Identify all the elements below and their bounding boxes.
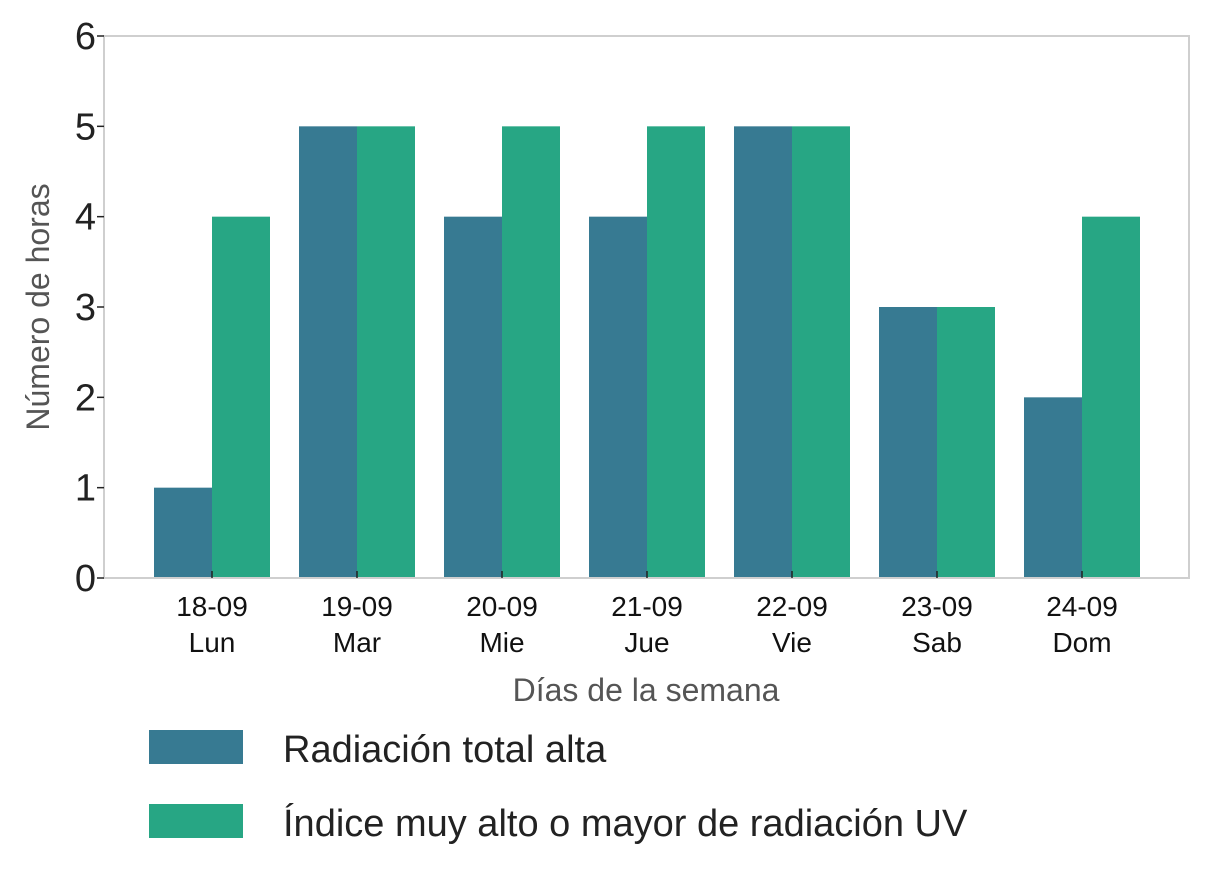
bars-layer	[154, 126, 1140, 578]
legend-swatch-1	[149, 730, 243, 764]
y-axis: 0 1 2 3 4 5 6	[75, 16, 104, 600]
x-tick-label-4: 21-09 Jue	[611, 591, 683, 658]
bar-1-5	[734, 126, 792, 578]
y-tick-label-2: 2	[75, 377, 96, 419]
bar-2-6	[937, 307, 995, 578]
legend-swatch-2	[149, 804, 243, 838]
y-tick-label-4: 4	[75, 197, 96, 239]
x-tick-label-7: 24-09 Dom	[1046, 591, 1118, 658]
bar-1-3	[444, 216, 502, 578]
x-tick-label-5: 22-09 Vie	[756, 591, 828, 658]
legend-label-2: Índice muy alto o mayor de radiación UV	[283, 802, 968, 845]
y-tick-label-0: 0	[75, 558, 96, 600]
x-tick-label-2: 19-09 Mar	[321, 591, 393, 658]
bar-2-3	[502, 126, 560, 578]
bar-2-4	[647, 126, 705, 578]
x-axis: 18-09 Lun 19-09 Mar 20-09 Mie 21-09 Jue 22-09 Vie…	[176, 571, 1118, 658]
y-tick-label-3: 3	[75, 287, 96, 329]
x-axis-label: Días de la semana	[513, 672, 780, 708]
y-axis-label: Número de horas	[20, 183, 56, 430]
bar-1-7	[1024, 397, 1082, 578]
bar-1-1	[154, 487, 212, 578]
x-tick-label-1: 18-09 Lun	[176, 591, 248, 658]
x-tick-label-3: 20-09 Mie	[466, 591, 538, 658]
bar-1-2	[299, 126, 357, 578]
bar-2-1	[212, 216, 270, 578]
bar-2-5	[792, 126, 850, 578]
y-tick-label-1: 1	[75, 468, 96, 510]
legend: Radiación total alta Índice muy alto o ma…	[149, 729, 968, 845]
bar-2-7	[1082, 216, 1140, 578]
bar-1-6	[879, 307, 937, 578]
y-tick-label-5: 5	[75, 106, 96, 148]
y-tick-label-6: 6	[75, 16, 96, 58]
bar-1-4	[589, 216, 647, 578]
bar-2-2	[357, 126, 415, 578]
x-tick-label-6: 23-09 Sab	[901, 591, 973, 658]
legend-label-1: Radiación total alta	[283, 729, 607, 771]
